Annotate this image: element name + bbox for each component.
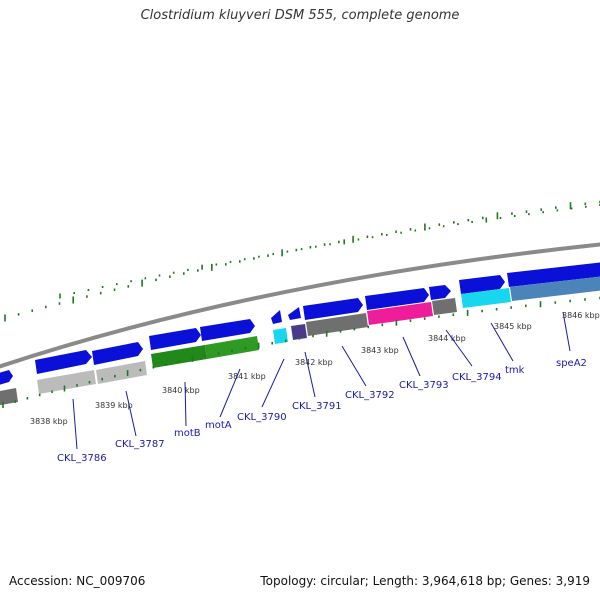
purple-gene-block [291, 324, 307, 340]
scale-label: 3840 kbp [162, 386, 200, 395]
scale-label: 3846 kbp [562, 311, 600, 320]
magenta-gene-block [367, 302, 433, 325]
forward-gene-arrow [459, 275, 505, 294]
accession-text: Accession: NC_009706 [9, 574, 146, 588]
forward-gene-arrow [365, 288, 429, 310]
genome-summary-text: Topology: circular; Length: 3,964,618 bp… [260, 574, 590, 588]
gene-label: CKL_3793 [399, 380, 449, 391]
gene-label: CKL_3787 [115, 439, 165, 450]
grey-gene-block [0, 388, 18, 406]
outer-tick-track [4, 200, 600, 322]
forward-gene-arrow [429, 285, 451, 300]
grey-gene-block [96, 361, 147, 384]
gene-leader-line [445, 329, 473, 367]
scale-label: 3839 kbp [95, 401, 133, 410]
gene-label: speA2 [556, 358, 587, 369]
gene-leader-line [184, 381, 187, 427]
gene-label: CKL_3786 [57, 453, 107, 464]
forward-gene-arrow [288, 307, 301, 320]
forward-gene-arrow [507, 262, 600, 287]
middle-tick-track [59, 204, 600, 299]
feature-track [0, 276, 600, 406]
grey-gene-block [432, 298, 457, 315]
gene-leader-line [261, 358, 285, 408]
gene-leader-line [125, 390, 137, 437]
gene-label: motA [205, 420, 232, 431]
scale-label: 3842 kbp [295, 358, 333, 367]
scale-label: 3843 kbp [361, 346, 399, 355]
forward-gene-arrow [200, 319, 255, 341]
gene-label: CKL_3790 [237, 412, 287, 423]
map-title: Clostridium kluyveri DSM 555, complete g… [140, 8, 460, 23]
scale-label: 3845 kbp [494, 322, 532, 331]
gene-label: CKL_3792 [345, 390, 395, 401]
forward-gene-arrow [303, 298, 363, 320]
gene-label: CKL_3791 [292, 401, 342, 412]
gene-leader-line [219, 368, 241, 418]
gene-label: tmk [505, 365, 525, 376]
forward-gene-arrow [149, 328, 201, 350]
forward-gene-arrow [271, 310, 282, 324]
gene-leader-lines [72, 311, 571, 450]
steel-gene-block [510, 276, 600, 301]
backbone-arc [0, 242, 600, 369]
forward-gene-arrow [0, 370, 13, 385]
scale-label: 3844 kbp [428, 334, 466, 343]
forward-gene-arrow [92, 342, 143, 365]
grey-gene-block [306, 313, 368, 336]
gene-leader-line [402, 336, 421, 377]
scale-label: 3841 kbp [228, 372, 266, 381]
gene-leader-line [304, 351, 316, 398]
green-gene-block [151, 345, 207, 368]
cyan-gene-block [461, 288, 511, 308]
scale-label: 3838 kbp [30, 417, 68, 426]
gene-label: motB [174, 428, 201, 439]
gene-labels: CKL_3786 CKL_3787 motB motA CKL_3790 CKL… [57, 358, 587, 464]
cyan-gene-block [273, 328, 288, 344]
grey-gene-block [37, 370, 96, 394]
gene-leader-line [341, 345, 367, 387]
gene-leader-line [72, 398, 78, 450]
green-gene-block [205, 336, 259, 359]
inner-tick-track [2, 296, 600, 408]
forward-gene-arrow [35, 350, 92, 374]
gene-label: CKL_3794 [452, 372, 502, 383]
scale-labels: 3838 kbp 3839 kbp 3840 kbp 3841 kbp 3842… [30, 311, 600, 426]
gene-leader-line [562, 311, 571, 352]
gene-leader-line [490, 322, 514, 362]
forward-cds-track [0, 262, 600, 385]
